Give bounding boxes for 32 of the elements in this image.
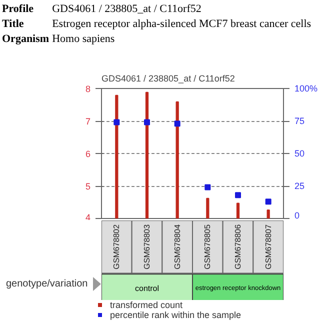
y2-tick-label: 25 xyxy=(294,181,305,191)
x-tick-label: GSM678805 xyxy=(203,224,212,270)
text: GDS4061 / 238805_at / C11orf52 xyxy=(51,2,202,17)
text: Estrogen receptor alpha-silenced MCF7 breast cancer cells xyxy=(51,17,312,32)
y-tick-label: 6 xyxy=(85,149,91,159)
point xyxy=(114,119,120,126)
text: genotype/variation xyxy=(6,279,88,290)
y2-tick-label: 100% xyxy=(294,84,318,94)
y-tick-label: 7 xyxy=(85,116,91,126)
text: Homo sapiens xyxy=(51,32,116,47)
point xyxy=(265,198,272,205)
x-tick-label: GSM678802 xyxy=(112,224,122,270)
point xyxy=(174,120,180,127)
text: Profile xyxy=(2,2,35,17)
legend-label: transformed count xyxy=(109,300,184,310)
text: Title xyxy=(2,17,25,32)
point xyxy=(144,119,150,126)
y-tick-label: 5 xyxy=(85,182,91,192)
y-tick-label: 8 xyxy=(85,84,91,94)
x-tick-label: GSM678804 xyxy=(172,224,182,270)
legend-label: percentile rank within the sample xyxy=(109,310,242,320)
y2-tick-label: 75 xyxy=(294,116,305,126)
chart-title: GDS4061 / 238805_at / C11orf52 xyxy=(102,74,235,84)
text: control xyxy=(134,284,160,293)
x-tick-label: GSM678807 xyxy=(264,224,273,270)
x-tick-label: GSM678806 xyxy=(234,224,242,270)
text: Organism xyxy=(2,32,50,47)
y2-tick-label: 0 xyxy=(294,210,300,220)
point xyxy=(235,192,241,198)
y2-tick-label: 50 xyxy=(294,148,305,158)
point xyxy=(204,184,211,190)
x-tick-label: GSM678803 xyxy=(142,224,152,270)
